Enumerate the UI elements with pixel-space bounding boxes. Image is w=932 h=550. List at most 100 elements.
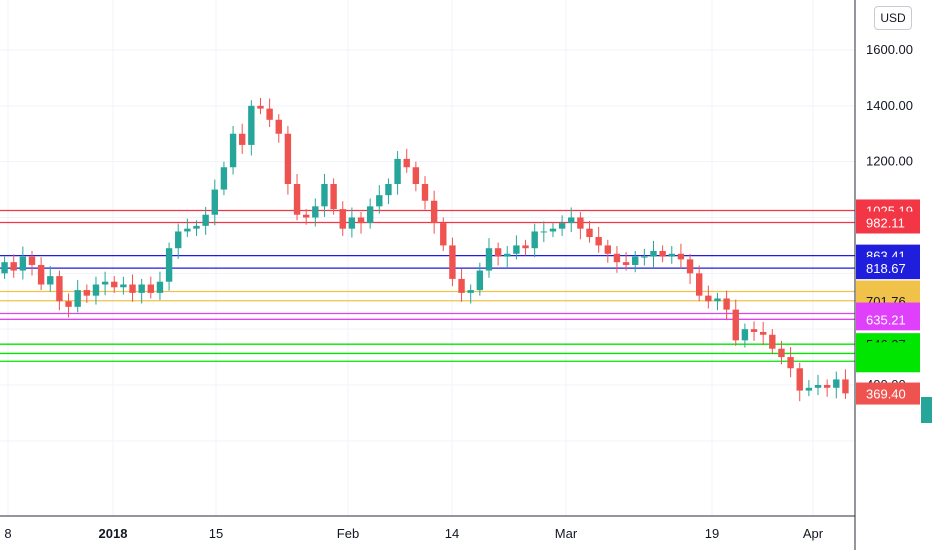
candle-body <box>111 281 118 288</box>
candle-body <box>476 270 484 291</box>
candle-body <box>467 290 474 293</box>
candle-body <box>458 278 465 293</box>
candle-body <box>421 184 429 201</box>
candle-body <box>430 200 438 224</box>
candle-body <box>175 231 182 249</box>
candle-body <box>632 256 639 265</box>
time-axis-label: 14 <box>445 526 459 541</box>
candle-body <box>741 329 749 341</box>
edge-marker <box>921 397 932 423</box>
candle-body <box>686 259 694 274</box>
price-tag <box>856 257 920 280</box>
candles <box>1 98 849 402</box>
candle-body <box>650 251 657 257</box>
candle-body <box>92 284 100 296</box>
candle-body <box>759 331 767 335</box>
candle-body <box>293 184 301 215</box>
candle-body <box>394 158 401 184</box>
price-tags: 1025.19982.11863.41818.67701.76635.21546… <box>856 199 920 405</box>
candle-body <box>814 385 822 388</box>
candle-body <box>705 295 712 302</box>
price-axis-label: 1400.00 <box>866 98 913 113</box>
candle-body <box>266 108 273 120</box>
candle-body <box>659 251 666 257</box>
time-axis-label: Mar <box>555 526 578 541</box>
candle-body <box>211 189 218 215</box>
candle-body <box>302 214 310 218</box>
candle-body <box>129 284 136 293</box>
candle-body <box>622 262 630 265</box>
candle-body <box>257 105 264 109</box>
price-tag-label: 635.21 <box>866 312 906 327</box>
candle-body <box>376 195 383 207</box>
time-axis-label: Apr <box>803 526 824 541</box>
candle-body <box>732 309 739 341</box>
candle-body <box>348 217 356 229</box>
candle-body <box>440 223 447 246</box>
candle-body <box>723 298 730 310</box>
time-axis-label: 15 <box>209 526 223 541</box>
candle-body <box>184 228 191 232</box>
candle-body <box>568 217 575 224</box>
candle-body <box>366 206 374 224</box>
candle-body <box>494 248 502 257</box>
candle-body <box>1 262 8 274</box>
candle-body <box>147 284 155 293</box>
candle-body <box>357 217 365 224</box>
candle-body <box>284 133 292 184</box>
candle-body <box>83 290 91 296</box>
last-price-label: 369.40 <box>866 387 906 402</box>
candle-body <box>239 133 246 145</box>
candle-body <box>778 348 785 358</box>
grid-lines <box>0 0 855 516</box>
candle-body <box>10 262 17 271</box>
candle-body <box>138 284 145 293</box>
candle-body <box>796 368 803 391</box>
time-axis[interactable]: 8 2018 15 Feb 14 Mar 19 Apr <box>4 526 823 541</box>
candle-body <box>330 184 337 210</box>
horizontal-level-lines <box>0 209 855 362</box>
price-tag <box>856 211 920 234</box>
candle-body <box>695 273 703 296</box>
candle-body <box>595 237 602 246</box>
time-axis-label: 19 <box>705 526 719 541</box>
candle-body <box>787 357 794 369</box>
time-axis-label: Feb <box>337 526 359 541</box>
price-axis-label: 1200.00 <box>866 154 913 169</box>
candle-body <box>485 248 493 271</box>
candle-body <box>823 385 831 388</box>
candle-body <box>403 158 410 168</box>
candle-body <box>412 167 420 184</box>
candle-body <box>805 387 813 391</box>
time-axis-label: 8 <box>4 526 11 541</box>
candle-body <box>531 231 538 249</box>
candle-body <box>668 253 675 257</box>
candle-body <box>513 245 520 254</box>
candle-body <box>586 228 593 238</box>
candle-body <box>577 217 584 229</box>
candle-body <box>156 281 164 293</box>
candle-body <box>248 105 255 145</box>
time-axis-label: 2018 <box>99 526 128 541</box>
price-axis-label: 1600.00 <box>866 42 913 57</box>
currency-button[interactable]: USD <box>874 6 912 30</box>
candle-body <box>504 253 511 257</box>
candle-body <box>833 379 840 388</box>
candle-body <box>449 245 456 279</box>
candle-body <box>120 284 127 288</box>
candle-body <box>714 298 721 302</box>
candle-body <box>385 184 392 196</box>
candle-body <box>522 245 529 249</box>
price-tag <box>856 308 920 331</box>
candle-body <box>275 119 282 134</box>
candle-body <box>750 329 758 332</box>
candle-body <box>65 301 72 307</box>
candle-body <box>220 167 228 190</box>
candle-body <box>74 290 81 307</box>
candle-body <box>677 253 685 260</box>
candle-body <box>769 334 776 349</box>
candle-body <box>312 206 319 218</box>
price-tag-label: 818.67 <box>866 261 906 276</box>
candle-body <box>229 133 237 168</box>
